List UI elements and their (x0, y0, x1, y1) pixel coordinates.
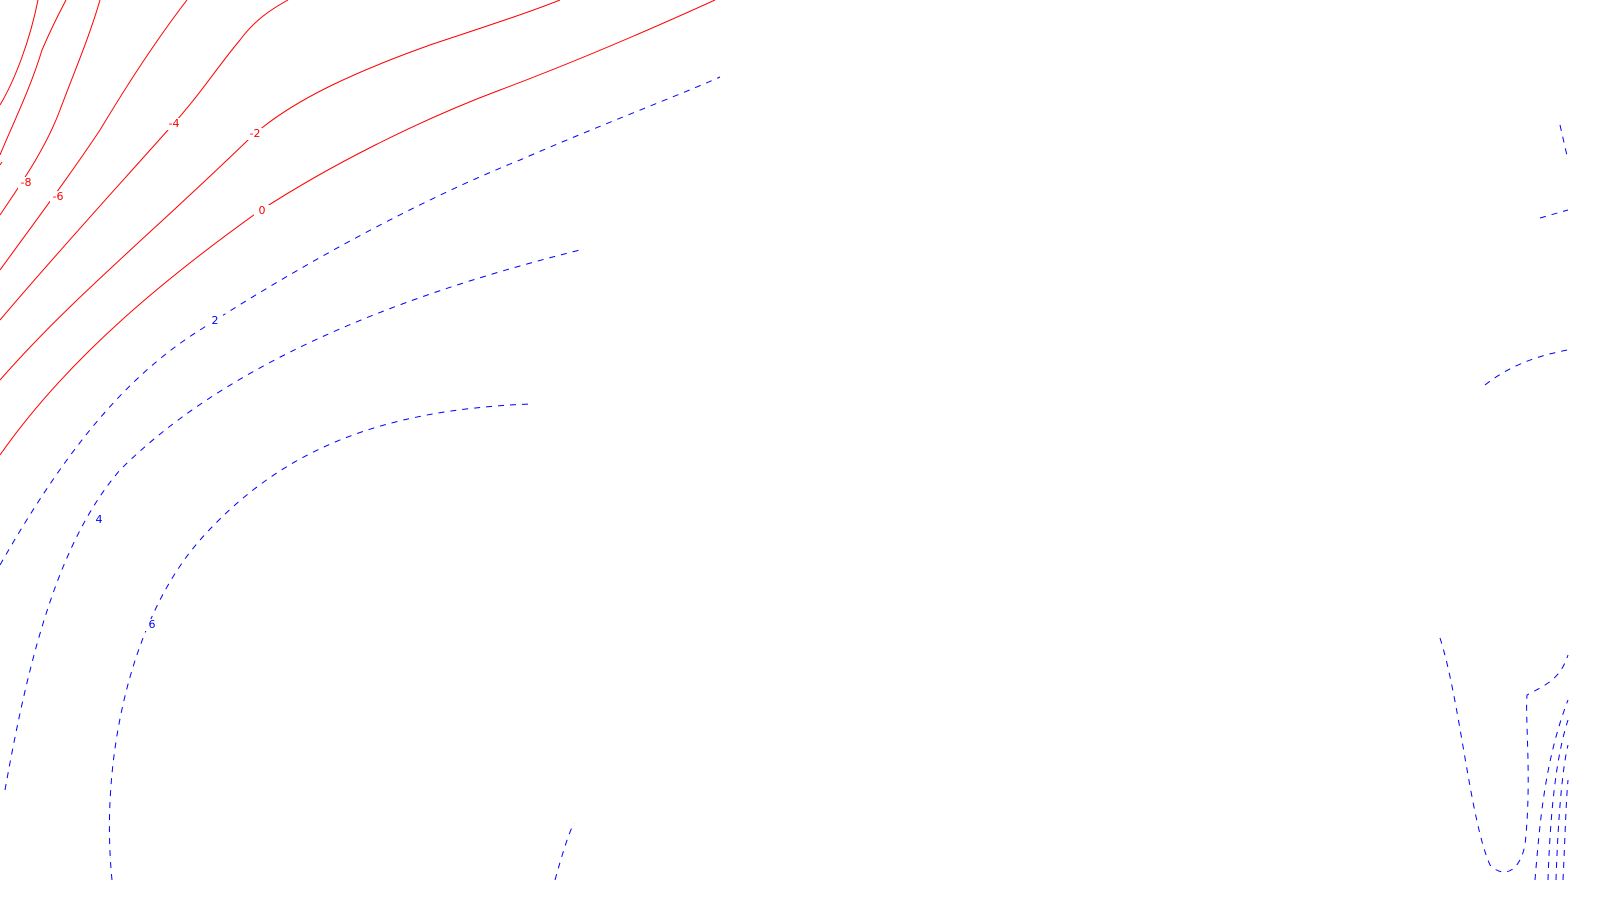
contour-label-background (91, 514, 107, 526)
contour-line-level-8-0 (1439, 637, 1569, 873)
contour-line-level-neg6-0 (0, 0, 188, 271)
contour-label-background (18, 177, 34, 189)
contour-label-background (247, 128, 263, 140)
contour-label-0: 0 (259, 204, 266, 217)
contour-label-2: 2 (212, 314, 219, 327)
contour-label--2: -2 (250, 127, 261, 140)
contour-line-level-8-1 (1534, 699, 1569, 881)
contour-line-level-neg10-1 (0, 0, 39, 106)
contour-label-background (50, 191, 66, 203)
contour-label--4: -4 (169, 117, 180, 130)
contour-label-4: 4 (96, 513, 103, 526)
contour-line-level-neg8-1 (0, 161, 3, 166)
contour-line-level-8-2 (1547, 719, 1569, 881)
contour-label-background (254, 205, 270, 217)
contour-label-6: 6 (149, 618, 156, 631)
contour-labels: -8 -6 -4 -2 0 2 4 6 (18, 117, 270, 631)
contour-line-level-8-4 (1562, 779, 1569, 881)
contour-line-level-0-0 (0, 0, 716, 456)
contour-line-level-2-0 (0, 76, 721, 566)
contour-label-background (207, 315, 223, 327)
contour-line-level-2-2 (1539, 209, 1569, 219)
contour-label--6: -6 (53, 190, 64, 203)
contour-line-level-6-0 (108, 403, 531, 881)
contour-lines (0, 0, 1569, 881)
contour-line-level-8-3 (1555, 744, 1569, 881)
contour-line-level-4-1 (1484, 349, 1569, 386)
contour-line-level-neg4-0 (0, 0, 289, 321)
contour-line-level-2-1 (1559, 124, 1569, 161)
contour-label-background (166, 118, 182, 130)
contour-line-level-neg10-0 (0, 0, 67, 156)
contour-label-background (144, 619, 160, 631)
contour-line-level-4-0 (4, 249, 581, 791)
contour-label--8: -8 (21, 176, 32, 189)
contour-line-level-6-1 (554, 822, 575, 881)
contour-line-level-neg2-0 (0, 0, 561, 381)
